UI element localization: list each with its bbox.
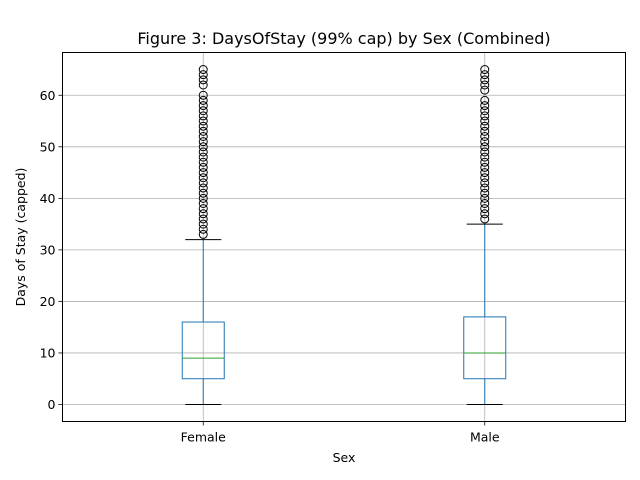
outlier-point [198,137,208,147]
outlier-point [480,214,490,224]
outlier-point [480,204,490,214]
x-tick-label: Female [181,430,227,445]
y-tick-label: 0 [48,397,56,412]
plot-area-frame [62,52,626,422]
outlier-point [480,152,490,162]
outlier-point [198,90,208,100]
x-axis-ticks: Female Male [181,421,500,445]
iqr-box [181,321,225,380]
y-tick-label: 20 [40,294,56,309]
outlier-point [480,126,490,136]
outlier-point [198,111,208,121]
outlier-point [198,199,208,209]
outlier-point [198,229,208,239]
box-group-male [463,65,507,405]
outlier-point [198,214,208,224]
outlier-point [480,168,490,178]
chart-title: Figure 3: DaysOfStay (99% cap) by Sex (C… [137,29,550,48]
outlier-point [198,70,208,80]
outlier-point [198,204,208,214]
outlier-point [198,126,208,136]
outlier-point [480,80,490,90]
outlier-point [480,147,490,157]
y-axis-ticks: 0 10 20 30 40 50 60 [40,88,63,412]
outlier-point [480,95,490,105]
outlier-point [480,111,490,121]
outlier-point [198,224,208,234]
x-tick-label: Male [470,430,500,445]
outlier-point [480,188,490,198]
outlier-point [480,65,490,75]
outlier-point [480,85,490,95]
outlier-point [480,70,490,80]
outlier-point [480,132,490,142]
outlier-point [480,193,490,203]
outlier-point [480,209,490,219]
outlier-point [198,157,208,167]
outlier-point [480,106,490,116]
outlier-point [198,101,208,111]
outlier-point [480,162,490,172]
outlier-point [198,209,208,219]
outlier-point [198,173,208,183]
outlier-point [198,106,208,116]
box-series [181,65,507,405]
outlier-point [480,75,490,85]
outlier-point [480,173,490,183]
outlier-point [198,142,208,152]
outlier-point [198,193,208,203]
outlier-point [198,80,208,90]
y-tick-label: 40 [40,191,56,206]
y-tick-label: 50 [40,139,56,154]
outlier-point [198,152,208,162]
outlier-point [198,168,208,178]
outlier-point [480,101,490,111]
outlier-point [480,116,490,126]
y-tick-label: 10 [40,345,56,360]
y-axis-label: Days of Stay (capped) [13,168,28,307]
box-group-female [181,65,225,405]
outlier-point [480,142,490,152]
y-tick-label: 60 [40,88,56,103]
outlier-point [198,95,208,105]
outlier-point [198,162,208,172]
iqr-box [463,316,507,380]
outlier-point [198,183,208,193]
outlier-point [198,132,208,142]
outlier-point [480,137,490,147]
outlier-point [198,121,208,131]
outlier-point [198,116,208,126]
outlier-point [198,65,208,75]
outlier-point [480,183,490,193]
outlier-point [198,75,208,85]
outlier-point [480,178,490,188]
outlier-point [480,199,490,209]
outlier-point [198,178,208,188]
x-axis-label: Sex [333,450,356,465]
y-tick-label: 30 [40,242,56,257]
outlier-point [480,121,490,131]
outlier-point [198,147,208,157]
outlier-point [198,219,208,229]
outlier-point [480,157,490,167]
outlier-point [198,188,208,198]
